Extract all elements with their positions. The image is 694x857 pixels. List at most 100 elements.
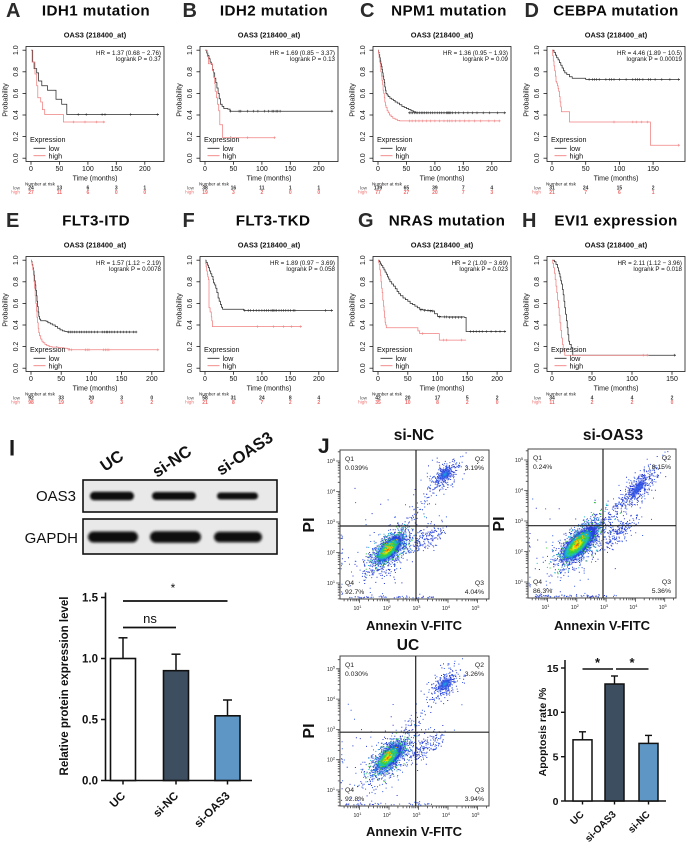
svg-text:low: low — [186, 186, 194, 191]
svg-text:103: 103 — [413, 604, 421, 612]
svg-text:50: 50 — [581, 166, 589, 173]
svg-text:Time (months): Time (months) — [420, 385, 465, 392]
svg-text:0.0: 0.0 — [533, 153, 540, 163]
svg-text:105: 105 — [327, 457, 335, 465]
svg-text:150: 150 — [116, 376, 128, 383]
svg-text:E: E — [6, 210, 19, 232]
svg-text:high: high — [532, 400, 541, 405]
svg-text:4: 4 — [590, 396, 593, 402]
svg-text:0.6: 0.6 — [13, 88, 20, 98]
svg-text:20: 20 — [405, 396, 411, 402]
svg-text:0.2: 0.2 — [186, 132, 193, 142]
svg-text:200: 200 — [139, 166, 151, 173]
svg-text:150: 150 — [647, 166, 659, 173]
svg-text:si-NC: si-NC — [149, 442, 195, 481]
svg-text:200: 200 — [312, 166, 324, 173]
svg-text:PI: PI — [301, 517, 318, 532]
svg-text:ns: ns — [143, 611, 157, 626]
svg-text:100: 100 — [626, 376, 638, 383]
svg-text:0: 0 — [288, 190, 291, 196]
svg-text:high: high — [49, 151, 63, 160]
svg-text:low: low — [13, 396, 21, 401]
svg-text:low: low — [396, 354, 408, 363]
svg-text:21: 21 — [549, 190, 555, 196]
svg-text:Number at risk: Number at risk — [372, 392, 403, 397]
svg-text:77: 77 — [375, 190, 381, 196]
svg-text:102: 102 — [327, 548, 335, 556]
svg-text:105: 105 — [472, 604, 480, 612]
svg-text:3: 3 — [120, 400, 123, 406]
svg-text:92.7%: 92.7% — [345, 589, 364, 596]
svg-text:Number at risk: Number at risk — [546, 182, 577, 187]
svg-text:0.4: 0.4 — [533, 110, 540, 120]
svg-text:logrank P = 0.0078: logrank P = 0.0078 — [109, 266, 162, 273]
svg-text:UC: UC — [108, 790, 128, 810]
svg-text:Expression: Expression — [30, 345, 66, 354]
svg-text:0.6: 0.6 — [533, 298, 540, 308]
svg-text:11: 11 — [259, 186, 265, 192]
svg-text:Q1: Q1 — [345, 456, 354, 463]
svg-text:2: 2 — [466, 400, 469, 406]
svg-text:3.26%: 3.26% — [465, 671, 484, 678]
svg-text:103: 103 — [515, 517, 523, 525]
svg-text:0.6: 0.6 — [533, 88, 540, 98]
svg-text:Number at risk: Number at risk — [546, 392, 577, 397]
svg-text:0: 0 — [29, 376, 33, 383]
svg-text:19: 19 — [202, 190, 208, 196]
svg-text:OAS3 (218400_at): OAS3 (218400_at) — [584, 241, 647, 250]
svg-text:low: low — [360, 396, 368, 401]
svg-text:si-NC: si-NC — [151, 790, 181, 820]
svg-text:Apoptosis rate /%: Apoptosis rate /% — [537, 687, 549, 776]
svg-text:0.6: 0.6 — [360, 88, 367, 98]
svg-text:Probability: Probability — [174, 293, 183, 327]
svg-text:0.2: 0.2 — [360, 342, 367, 352]
svg-text:0.0: 0.0 — [360, 153, 367, 163]
svg-text:7: 7 — [260, 400, 263, 406]
svg-text:Q3: Q3 — [475, 787, 484, 794]
svg-text:0.0: 0.0 — [533, 363, 540, 373]
svg-text:100: 100 — [256, 376, 268, 383]
svg-text:0.0: 0.0 — [82, 776, 98, 788]
svg-text:si-NC: si-NC — [626, 809, 652, 835]
svg-text:4: 4 — [317, 396, 320, 402]
svg-text:1.0: 1.0 — [13, 255, 20, 265]
svg-text:logrank P = 0.13: logrank P = 0.13 — [289, 56, 335, 63]
svg-text:2: 2 — [260, 190, 263, 196]
svg-text:Expression: Expression — [377, 135, 413, 144]
svg-text:Annexin V-FITC: Annexin V-FITC — [366, 824, 463, 839]
svg-text:Number at risk: Number at risk — [199, 392, 230, 397]
svg-text:19: 19 — [58, 400, 64, 406]
svg-text:102: 102 — [383, 604, 391, 612]
svg-text:HR = 2.11 (1.12 − 3.96): HR = 2.11 (1.12 − 3.96) — [617, 260, 682, 267]
svg-text:Q1: Q1 — [533, 455, 542, 462]
svg-text:4.04%: 4.04% — [465, 589, 484, 596]
svg-text:UC: UC — [397, 637, 419, 654]
svg-text:OAS3 (218400_at): OAS3 (218400_at) — [64, 31, 127, 40]
svg-text:1.0: 1.0 — [186, 255, 193, 265]
svg-text:high: high — [358, 190, 367, 195]
svg-text:0.039%: 0.039% — [345, 465, 368, 472]
svg-text:OAS3 (218400_at): OAS3 (218400_at) — [411, 241, 474, 250]
svg-text:101: 101 — [542, 603, 550, 611]
svg-text:low: low — [569, 354, 581, 363]
svg-text:200: 200 — [146, 376, 158, 383]
svg-text:low: low — [360, 186, 368, 191]
svg-text:2: 2 — [590, 400, 593, 406]
svg-text:4: 4 — [490, 186, 493, 192]
svg-text:FLT3-TKD: FLT3-TKD — [235, 213, 310, 230]
svg-text:1.5: 1.5 — [82, 593, 99, 605]
svg-text:8: 8 — [232, 400, 235, 406]
svg-text:0: 0 — [496, 400, 499, 406]
svg-text:8.15%: 8.15% — [652, 464, 671, 471]
svg-text:high: high — [358, 400, 367, 405]
svg-text:high: high — [185, 190, 194, 195]
svg-text:Time (months): Time (months) — [593, 175, 638, 182]
svg-text:UC: UC — [97, 447, 127, 475]
svg-text:0.2: 0.2 — [533, 132, 540, 142]
svg-text:OAS3 (218400_at): OAS3 (218400_at) — [237, 241, 300, 250]
svg-text:27: 27 — [28, 190, 34, 196]
svg-text:5.36%: 5.36% — [652, 588, 671, 595]
svg-text:7: 7 — [584, 190, 587, 196]
svg-text:1.0: 1.0 — [533, 255, 540, 265]
svg-text:3: 3 — [115, 186, 118, 192]
